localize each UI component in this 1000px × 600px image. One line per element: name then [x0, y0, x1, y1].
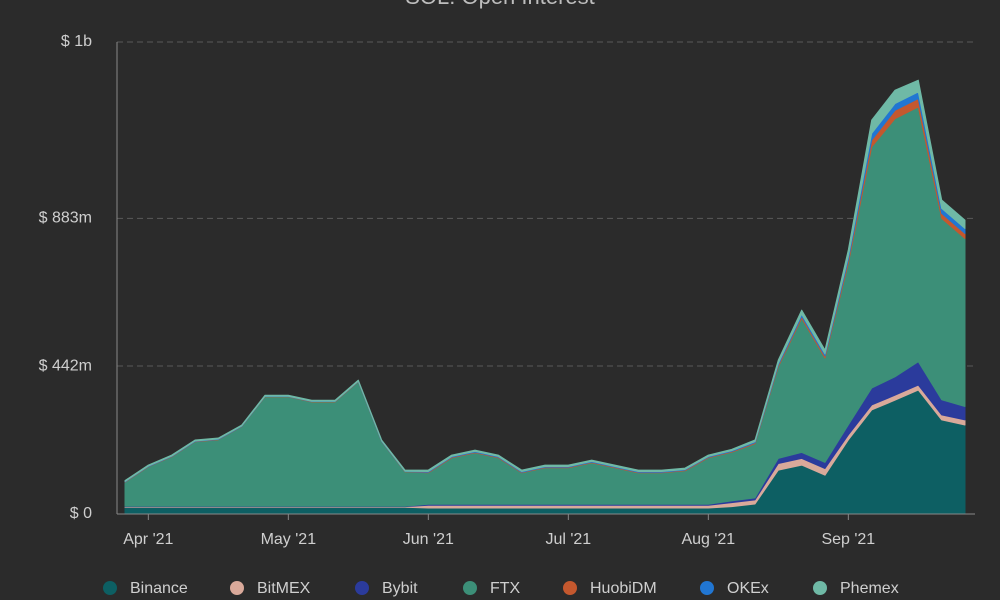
x-tick-label: Aug '21	[681, 531, 735, 548]
chart-title: SOL: Open Interest	[405, 0, 595, 9]
legend-label: Bybit	[382, 580, 418, 597]
y-tick-label: $ 0	[70, 505, 92, 522]
legend-item: HuobiDM	[563, 580, 657, 597]
legend-label: Phemex	[840, 580, 899, 597]
legend-swatch	[700, 581, 714, 595]
legend-item: Binance	[103, 580, 188, 597]
legend-label: BitMEX	[257, 580, 311, 597]
legend-item: BitMEX	[230, 580, 311, 597]
legend-swatch	[103, 581, 117, 595]
area	[124, 79, 966, 482]
legend-label: OKEx	[727, 580, 769, 597]
x-tick-label: Jul '21	[545, 531, 591, 548]
legend-swatch	[230, 581, 244, 595]
legend-label: FTX	[490, 580, 521, 597]
legend-label: Binance	[130, 580, 188, 597]
legend-swatch	[563, 581, 577, 595]
legend-label: HuobiDM	[590, 580, 657, 597]
y-tick-label: $ 883m	[39, 210, 92, 227]
legend-item: OKEx	[700, 580, 769, 597]
legend-swatch	[463, 581, 477, 595]
x-tick-label: May '21	[261, 531, 317, 548]
legend-item: Bybit	[355, 580, 418, 597]
y-tick-label: $ 1b	[61, 33, 92, 50]
x-tick-label: Sep '21	[821, 531, 875, 548]
legend-item: FTX	[463, 580, 521, 597]
legend-swatch	[813, 581, 827, 595]
x-tick-label: Apr '21	[123, 531, 173, 548]
y-tick-label: $ 442m	[39, 357, 92, 374]
x-tick-label: Jun '21	[403, 531, 454, 548]
legend-swatch	[355, 581, 369, 595]
legend-item: Phemex	[813, 580, 899, 597]
